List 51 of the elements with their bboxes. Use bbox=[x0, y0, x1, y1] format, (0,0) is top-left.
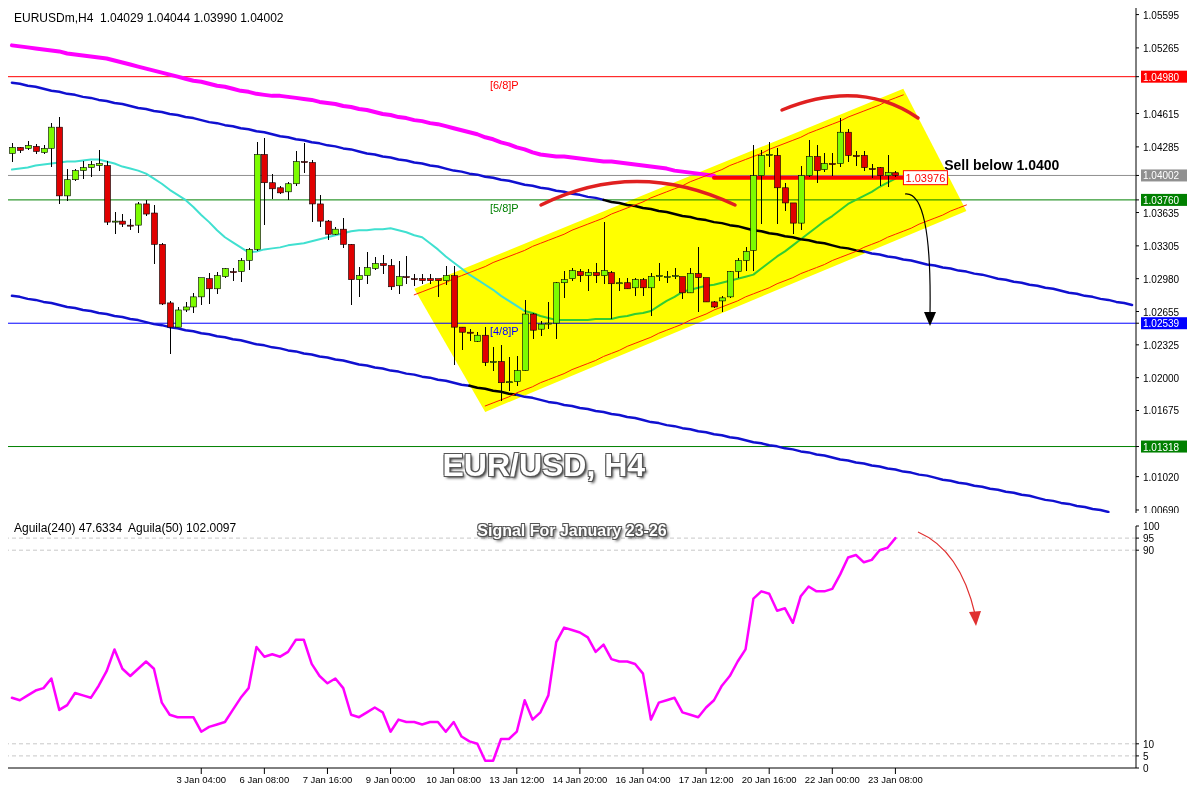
line-series bbox=[484, 204, 967, 407]
y-tick-label: 1.04285 bbox=[1143, 141, 1180, 153]
line-series bbox=[10, 158, 526, 312]
y-tick-label: 1.04002 bbox=[1143, 170, 1180, 182]
chart-title: Aguila(240) 47.6334 Aguila(50) 102.0097 bbox=[14, 521, 237, 535]
chart-title: EURUSDm,H4 1.04029 1.04044 1.03990 1.04002 bbox=[14, 11, 284, 25]
y-tick-label: 1.01318 bbox=[1143, 441, 1180, 453]
x-tick-label: 6 Jan 08:00 bbox=[239, 773, 290, 785]
x-tick-label: 22 Jan 00:00 bbox=[804, 773, 860, 785]
line-series bbox=[862, 250, 1134, 307]
y-tick-label: 90 bbox=[1143, 545, 1155, 557]
x-tick-label: 14 Jan 20:00 bbox=[552, 773, 608, 785]
x-tick-label: 23 Jan 08:00 bbox=[867, 773, 923, 785]
annotation: EUR/USD, H4 bbox=[442, 446, 646, 484]
y-tick-label: 1.02539 bbox=[1143, 318, 1180, 330]
x-tick-label: 7 Jan 16:00 bbox=[302, 773, 353, 785]
line-series bbox=[10, 294, 471, 387]
x-tick-label: 9 Jan 00:00 bbox=[365, 773, 416, 785]
annotation: 1.03976 bbox=[905, 171, 946, 184]
x-tick-label: 3 Jan 04:00 bbox=[176, 773, 227, 785]
ref-line-label: [6/8]P bbox=[489, 78, 519, 91]
y-tick-label: 1.02325 bbox=[1143, 339, 1180, 351]
x-tick-label: 20 Jan 16:00 bbox=[741, 773, 797, 785]
y-tick-label: 1.02980 bbox=[1143, 273, 1180, 285]
x-tick-label: 17 Jan 12:00 bbox=[678, 773, 734, 785]
x-tick-label: 10 Jan 08:00 bbox=[426, 773, 482, 785]
y-tick-label: 95 bbox=[1143, 533, 1155, 545]
y-tick-label: 1.04980 bbox=[1143, 71, 1180, 83]
x-tick-label: 16 Jan 04:00 bbox=[615, 773, 671, 785]
line-series bbox=[9, 43, 716, 178]
y-tick-label: 1.02655 bbox=[1143, 306, 1180, 318]
x-tick-label: 13 Jan 12:00 bbox=[489, 773, 545, 785]
line-series bbox=[413, 94, 904, 296]
annotation: Signal For January 23-26 bbox=[477, 521, 667, 540]
y-tick-label: 5 bbox=[1143, 750, 1149, 762]
y-tick-label: 100 bbox=[1143, 521, 1161, 532]
y-tick-label: 0 bbox=[1143, 763, 1149, 774]
annotation: Sell below 1.0400 bbox=[944, 156, 1060, 173]
ref-line-label: [5/8]P bbox=[489, 201, 519, 214]
y-tick-label: 1.05265 bbox=[1143, 42, 1180, 54]
y-tick-label: 1.04615 bbox=[1143, 108, 1180, 120]
y-tick-label: 1.03760 bbox=[1143, 194, 1180, 206]
y-tick-label: 1.05595 bbox=[1143, 9, 1180, 21]
y-tick-label: 1.03635 bbox=[1143, 207, 1180, 219]
y-tick-label: 1.02000 bbox=[1143, 372, 1180, 384]
ref-line-label: [4/8]P bbox=[489, 325, 519, 338]
y-tick-label: 1.01020 bbox=[1143, 471, 1180, 483]
y-tick-label: 1.03305 bbox=[1143, 240, 1180, 252]
y-tick-label: 10 bbox=[1143, 738, 1155, 750]
line-series bbox=[10, 81, 605, 202]
y-tick-label: 1.01675 bbox=[1143, 405, 1180, 417]
